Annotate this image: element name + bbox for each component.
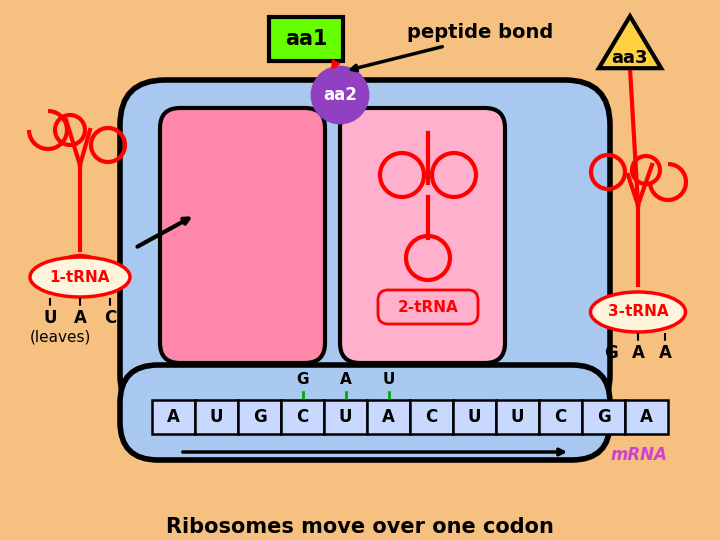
Text: A: A <box>167 408 180 426</box>
Text: aa1: aa1 <box>284 29 328 49</box>
Text: C: C <box>426 408 438 426</box>
Polygon shape <box>599 16 661 68</box>
Bar <box>195 400 238 434</box>
FancyBboxPatch shape <box>269 17 343 61</box>
Ellipse shape <box>590 292 685 332</box>
FancyBboxPatch shape <box>160 108 325 363</box>
Text: G: G <box>597 408 611 426</box>
Bar <box>496 400 539 434</box>
Bar <box>625 400 668 434</box>
FancyBboxPatch shape <box>120 365 610 460</box>
Bar <box>367 400 410 434</box>
Text: Ribosomes move over one codon: Ribosomes move over one codon <box>166 517 554 537</box>
Bar <box>410 400 453 434</box>
FancyBboxPatch shape <box>340 108 505 363</box>
Bar <box>238 400 281 434</box>
FancyBboxPatch shape <box>120 80 610 420</box>
Text: U: U <box>338 408 352 426</box>
Text: A: A <box>659 344 672 362</box>
Text: C: C <box>554 408 567 426</box>
Text: A: A <box>631 344 644 362</box>
Text: U: U <box>382 373 395 388</box>
Bar <box>453 400 496 434</box>
Text: mRNA: mRNA <box>610 446 667 464</box>
FancyBboxPatch shape <box>378 290 478 324</box>
Text: aa2: aa2 <box>323 86 357 104</box>
Ellipse shape <box>30 257 130 297</box>
Text: A: A <box>640 408 653 426</box>
Bar <box>539 400 582 434</box>
Text: peptide bond: peptide bond <box>407 23 553 42</box>
Text: U: U <box>468 408 481 426</box>
Text: 1-tRNA: 1-tRNA <box>50 269 110 285</box>
Text: aa3: aa3 <box>612 49 648 67</box>
Text: G: G <box>296 373 309 388</box>
Bar <box>582 400 625 434</box>
Text: A: A <box>340 373 351 388</box>
Bar <box>152 400 195 434</box>
Bar <box>281 400 324 434</box>
Text: C: C <box>297 408 309 426</box>
Text: U: U <box>210 408 223 426</box>
Bar <box>324 400 367 434</box>
Text: C: C <box>104 309 116 327</box>
Text: G: G <box>604 344 618 362</box>
Text: 3-tRNA: 3-tRNA <box>608 305 668 320</box>
Text: U: U <box>43 309 57 327</box>
Text: A: A <box>382 408 395 426</box>
Text: 2-tRNA: 2-tRNA <box>397 300 459 314</box>
Text: G: G <box>253 408 266 426</box>
Text: A: A <box>73 309 86 327</box>
Text: U: U <box>510 408 524 426</box>
Circle shape <box>312 67 368 123</box>
Text: (leaves): (leaves) <box>30 329 91 345</box>
